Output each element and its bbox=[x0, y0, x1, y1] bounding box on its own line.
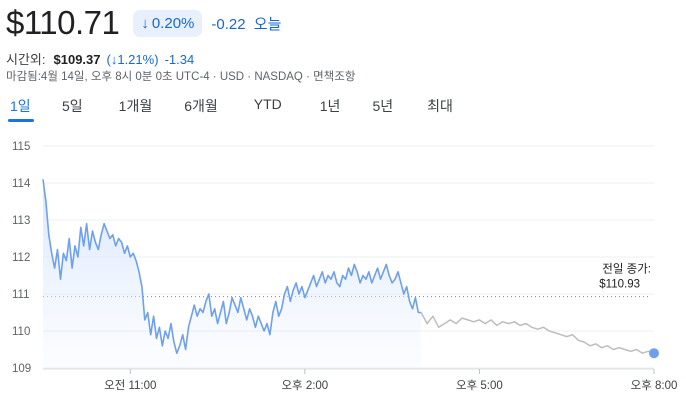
quote-header: $110.71 ↓ 0.20% -0.22 오늘 bbox=[6, 4, 281, 42]
after-hours-price: $109.37 bbox=[53, 52, 101, 67]
y-tick-label: 109 bbox=[12, 363, 31, 375]
tab-1y[interactable]: 1년 bbox=[319, 98, 341, 114]
tab-6m[interactable]: 6개월 bbox=[184, 98, 218, 114]
tab-5d[interactable]: 5일 bbox=[62, 98, 83, 114]
previous-close-label: 전일 종가: bbox=[602, 262, 651, 276]
y-tick-label: 111 bbox=[12, 289, 29, 301]
y-tick-label: 113 bbox=[12, 215, 30, 227]
tab-5y[interactable]: 5년 bbox=[372, 98, 394, 114]
range-tabs: 1일 5일 1개월 6개월 YTD 1년 5년 최대 bbox=[8, 96, 453, 122]
down-arrow-icon: ↓ bbox=[141, 14, 149, 32]
after-hours-line bbox=[420, 312, 655, 354]
paren-open: ( bbox=[106, 52, 111, 67]
y-tick-label: 115 bbox=[12, 141, 30, 153]
change-absolute-value: -0.22 bbox=[211, 15, 246, 33]
after-hours-percent: (↓1.21%) bbox=[107, 52, 159, 67]
change-absolute: -0.22 오늘 bbox=[211, 13, 281, 34]
previous-close-value: $110.93 bbox=[599, 279, 640, 291]
paren-close: ) bbox=[154, 52, 159, 67]
change-percent: 0.20% bbox=[151, 14, 195, 32]
y-tick-label: 114 bbox=[12, 178, 31, 190]
after-hours-row: 시간외: $109.37 (↓1.21%) -1.34 bbox=[6, 49, 194, 68]
x-tick-label: 오전 11:00 bbox=[104, 379, 156, 392]
x-tick-label: 오후 5:00 bbox=[456, 379, 503, 392]
x-tick-label: 오후 2:00 bbox=[281, 379, 328, 392]
after-hours-label: 시간외: bbox=[6, 52, 46, 67]
tab-max[interactable]: 최대 bbox=[427, 98, 453, 114]
market-meta: 마감됨:4월 14일, 오후 8시 0분 0초 UTC-4 · USD · NA… bbox=[6, 71, 356, 83]
tab-1d[interactable]: 1일 bbox=[8, 96, 34, 122]
current-price: $110.71 bbox=[6, 4, 120, 41]
tab-ytd[interactable]: YTD bbox=[253, 96, 282, 112]
last-price-point bbox=[649, 348, 659, 359]
y-tick-label: 112 bbox=[12, 252, 30, 264]
regular-session-line bbox=[42, 179, 422, 354]
after-hours-change: -1.34 bbox=[164, 52, 195, 67]
tab-1m[interactable]: 1개월 bbox=[118, 98, 153, 114]
regular-session-area bbox=[43, 179, 422, 368]
x-tick-label: 오후 8:00 bbox=[631, 379, 678, 392]
down-arrow-icon: ↓ bbox=[110, 52, 118, 67]
change-period: 오늘 bbox=[253, 15, 282, 33]
y-tick-label: 110 bbox=[12, 326, 30, 338]
after-hours-change-percent: 1.21% bbox=[117, 52, 155, 67]
change-percent-badge: ↓ 0.20% bbox=[133, 9, 203, 37]
